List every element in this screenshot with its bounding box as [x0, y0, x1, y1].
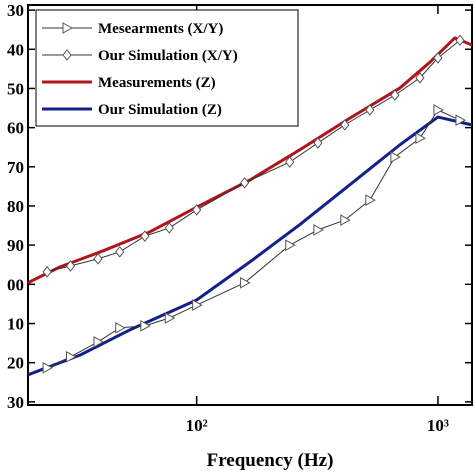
marker — [455, 34, 465, 47]
y-tick-label: 70 — [7, 158, 24, 177]
marker — [390, 89, 400, 101]
series-line — [46, 39, 461, 273]
marker — [93, 336, 105, 348]
legend-label: Our Simulation (X/Y) — [98, 48, 238, 64]
marker — [285, 239, 296, 252]
marker — [340, 214, 351, 226]
y-tick-label: 60 — [7, 119, 24, 138]
y-tick-label: 30 — [7, 393, 24, 412]
marker — [433, 52, 443, 64]
marker — [140, 230, 150, 242]
legend-label: Our Simulation (Z) — [98, 102, 222, 118]
y-tick-label: 40 — [7, 40, 24, 59]
marker — [65, 350, 77, 363]
marker — [365, 194, 376, 206]
marker — [115, 246, 125, 258]
marker — [115, 321, 126, 334]
marker — [390, 151, 401, 163]
legend: Mesearments (X/Y) Our Simulation (X/Y) Mea… — [35, 9, 299, 127]
legend-marker — [62, 22, 74, 34]
series-line — [46, 109, 461, 369]
legend-label: Measurements (Z) — [98, 75, 216, 91]
marker — [192, 204, 202, 216]
x-axis-label: Frequency (Hz) — [207, 450, 334, 471]
y-tick-label: 00 — [7, 275, 24, 294]
marker — [140, 320, 151, 332]
marker — [164, 222, 174, 234]
marker — [192, 299, 203, 311]
marker — [285, 156, 295, 168]
marker — [313, 137, 323, 149]
legend-label: Mesearments (X/Y) — [98, 21, 223, 37]
legend-marker — [62, 49, 72, 61]
marker — [455, 114, 467, 127]
y-tick-label: 30 — [7, 1, 24, 20]
marker — [42, 265, 52, 278]
marker — [365, 104, 375, 116]
marker — [42, 361, 54, 374]
series-line — [27, 115, 473, 377]
y-tick-label: 10 — [7, 315, 24, 334]
x-tick-label: 10³ — [427, 416, 449, 435]
y-tick-label: 80 — [7, 197, 24, 216]
marker — [415, 72, 425, 84]
x-tick-label: 10² — [186, 416, 208, 435]
y-tick-label: 20 — [7, 354, 24, 373]
marker — [239, 177, 250, 189]
marker — [164, 312, 176, 324]
y-tick-label: 90 — [7, 236, 24, 255]
marker — [415, 132, 426, 145]
marker — [433, 104, 444, 116]
marker — [240, 276, 251, 289]
marker — [340, 119, 350, 131]
legend-box — [35, 9, 299, 127]
y-tick-label: 50 — [7, 79, 24, 98]
marker — [65, 260, 76, 272]
marker — [93, 253, 103, 265]
marker — [313, 224, 324, 236]
